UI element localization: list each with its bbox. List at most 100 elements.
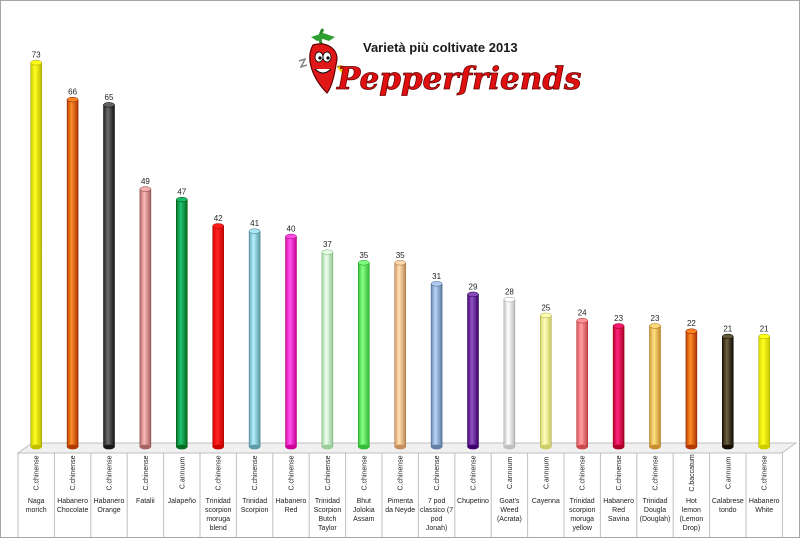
bar bbox=[66, 96, 79, 450]
value-label: 47 bbox=[177, 188, 186, 197]
species-label: C.annuum bbox=[725, 457, 732, 489]
category-label: Habanero bbox=[94, 498, 125, 505]
value-label: 28 bbox=[505, 288, 514, 297]
bar-cap bbox=[649, 323, 661, 329]
category-label: Trinidad bbox=[642, 498, 667, 505]
bar-cap bbox=[30, 60, 42, 66]
bar-body bbox=[176, 199, 188, 448]
bar-body bbox=[285, 236, 297, 448]
value-label: 41 bbox=[250, 219, 259, 228]
bar-cap bbox=[285, 233, 297, 240]
bar-body bbox=[394, 262, 406, 448]
bar-body bbox=[212, 225, 224, 448]
species-label: C.chinense bbox=[653, 455, 660, 490]
bar-base bbox=[358, 444, 370, 450]
bar-base bbox=[285, 444, 297, 450]
value-label: 22 bbox=[687, 319, 696, 328]
category-label: lemon bbox=[682, 507, 701, 514]
category-label: Scorpion bbox=[314, 507, 342, 514]
category-label: classico (7 bbox=[420, 507, 453, 514]
bar bbox=[139, 186, 152, 450]
category-label: Hot bbox=[686, 498, 697, 505]
category-label: Drop) bbox=[683, 525, 701, 532]
bar-body bbox=[467, 294, 479, 448]
category-label: Dougla bbox=[644, 507, 666, 514]
bar-base bbox=[103, 444, 115, 450]
category-label: Naga bbox=[28, 498, 45, 505]
category-label: Pimenta bbox=[387, 498, 413, 505]
bar-cap bbox=[321, 249, 334, 255]
bar-cap bbox=[685, 328, 698, 334]
category-label: Jonah) bbox=[426, 525, 447, 532]
bar bbox=[467, 291, 479, 450]
category-table: C.chinense Naga morich C.chinense Habanero Ch… bbox=[17, 452, 783, 537]
species-label: C.chinense bbox=[616, 455, 623, 490]
category-label: 7 pod bbox=[428, 498, 446, 505]
species-label: C.chinense bbox=[252, 455, 259, 490]
category-label: blend bbox=[210, 525, 227, 532]
species-label: C.chinense bbox=[325, 455, 332, 490]
value-label: 31 bbox=[432, 272, 441, 281]
category-label: Butch bbox=[318, 516, 336, 523]
bar bbox=[430, 281, 443, 450]
bar-body bbox=[139, 188, 152, 448]
bar-base bbox=[67, 444, 79, 450]
bar-cap bbox=[576, 318, 588, 324]
bar bbox=[176, 196, 188, 450]
category-label: Trinidad bbox=[570, 498, 595, 505]
category-label: da Neyde bbox=[385, 507, 415, 514]
category-label: morich bbox=[26, 507, 47, 514]
category-label: moruga bbox=[206, 516, 230, 523]
pepperfriends-logo: Pepperfriends bbox=[298, 28, 582, 97]
bar-body bbox=[66, 99, 79, 448]
bar-base bbox=[394, 444, 406, 450]
category-label: Red bbox=[285, 507, 298, 514]
logo-text: Pepperfriends bbox=[336, 61, 581, 97]
bar bbox=[685, 328, 698, 450]
value-label: 49 bbox=[141, 177, 150, 186]
bar-base bbox=[540, 444, 552, 450]
category-label: pod bbox=[431, 516, 443, 523]
category-label: Cayenna bbox=[532, 498, 560, 505]
bar-cap bbox=[430, 281, 443, 287]
bar-base bbox=[176, 444, 188, 450]
bar bbox=[540, 312, 552, 450]
category-label: Habanero bbox=[603, 498, 634, 505]
bar-base bbox=[139, 444, 151, 450]
chart-title: Varietà più coltivate 2013 bbox=[363, 40, 518, 55]
chili-pepper-icon bbox=[298, 28, 347, 94]
category-label: moruga bbox=[570, 516, 594, 523]
value-label: 40 bbox=[287, 224, 296, 233]
value-label: 21 bbox=[760, 324, 769, 333]
bar bbox=[358, 260, 370, 450]
bar-body bbox=[30, 62, 42, 448]
species-label: C.chinense bbox=[289, 455, 296, 490]
category-label: Jalapeño bbox=[168, 498, 197, 505]
bar-cap bbox=[612, 323, 625, 329]
bar-cap bbox=[358, 260, 370, 266]
bar-base bbox=[467, 444, 479, 450]
value-label: 21 bbox=[723, 324, 732, 333]
category-label: Trinidad bbox=[206, 498, 231, 505]
value-label: 65 bbox=[105, 93, 114, 102]
value-label: 37 bbox=[323, 240, 332, 249]
species-label: C.chinense bbox=[107, 455, 114, 490]
category-label: Weed bbox=[500, 507, 518, 514]
bar-body bbox=[503, 299, 516, 448]
category-label: Jolokia bbox=[353, 507, 375, 514]
value-label: 73 bbox=[32, 51, 41, 60]
bar-cap bbox=[467, 291, 479, 297]
species-label: C.chinense bbox=[580, 455, 587, 490]
category-label: yellow bbox=[572, 525, 592, 532]
bar bbox=[649, 323, 661, 450]
bar bbox=[576, 318, 588, 450]
species-label: C.chinense bbox=[361, 455, 368, 490]
category-label: Trinidad bbox=[315, 498, 340, 505]
category-label: tondo bbox=[719, 507, 737, 514]
category-label: (Acrata) bbox=[497, 516, 522, 523]
species-label: C.chinense bbox=[34, 455, 41, 490]
bar-body bbox=[576, 320, 588, 448]
bar bbox=[722, 333, 734, 450]
bar-body bbox=[685, 330, 698, 448]
value-label: 42 bbox=[214, 214, 223, 223]
